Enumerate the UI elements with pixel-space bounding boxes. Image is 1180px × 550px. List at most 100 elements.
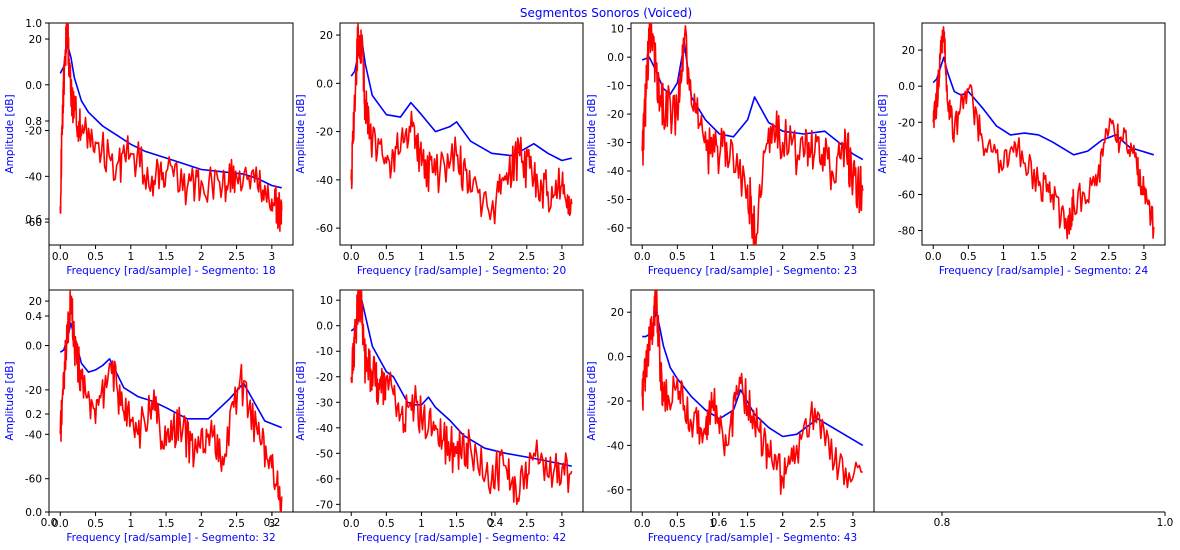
x-tick-label: 2 [198,251,205,263]
x-tick-label: 2.5 [518,251,535,263]
x-tick-label: 1.5 [448,251,465,263]
x-axis-label: Frequency [rad/sample] - Segmento: 32 [66,532,275,544]
spectrum-line [641,23,864,245]
y-tick-label: -20 [316,127,333,139]
x-tick-label: 0.5 [960,251,977,263]
y-tick-label: -20 [25,126,42,138]
background-x-tick-label: 1.0 [1157,517,1174,529]
subplot-segment-20: 0.0 0.5 1 1.5 2 2.5 3 -60 -40 -20 0.0 20 Frequency [… [295,22,584,277]
y-axis-label: Amplitude [dB] [4,94,16,173]
x-tick-label: 0.0 [52,251,69,263]
y-tick-label: -20 [316,372,333,384]
background-y-tick-label: 0.8 [25,116,42,128]
plot-area [48,22,294,246]
spectrum-line [350,23,573,225]
subplot-segment-23: 0.0 0.5 1 1.5 2 2.5 3 -60 -50 -40 -30 -20 -10 0.0 10 Fr… [586,22,875,277]
x-tick-label: 3 [269,251,276,263]
y-tick-label: -60 [316,474,333,486]
y-tick-label: -30 [607,138,624,150]
x-tick-label: 2.5 [228,518,245,530]
subplot-segment-32: 0.0 0.5 1 1.5 2 2.5 3 -60 -40 -20 0.0 20 Frequency [… [4,289,294,544]
x-tick-label: 0.5 [87,518,104,530]
y-tick-label: 20 [29,34,42,46]
y-tick-label: -20 [607,396,624,408]
x-tick-label: 1 [709,251,716,263]
y-axis-label: Amplitude [dB] [295,361,307,440]
x-tick-label: 3 [559,251,566,263]
x-tick-label: 0.5 [87,251,104,263]
subplot-grid: 0.0 0.5 1 1.5 2 2.5 3 -60 -40 -20 0.0 20 Frequency [… [4,22,1166,544]
x-tick-label: 2 [779,518,786,530]
y-tick-label: -20 [607,109,624,121]
x-tick-label: 0.0 [925,251,942,263]
x-tick-label: 0.0 [52,518,69,530]
x-tick-label: 0.0 [343,251,360,263]
x-tick-label: 3 [850,518,857,530]
y-tick-label: -60 [607,485,624,497]
background-y-tick-label: 0.6 [25,214,42,226]
x-tick-label: 3 [559,518,566,530]
y-tick-label: 20 [611,307,624,319]
x-tick-label: 3 [1141,251,1148,263]
x-tick-label: 1.5 [739,518,756,530]
background-x-tick-label: 0.2 [264,517,281,529]
y-tick-label: -60 [25,217,42,229]
subplot-segment-24: 0.0 0.5 1 1.5 2 2.5 3 -80 -60 -40 -20 0.0 20 Frequenc… [877,22,1166,277]
y-axis-label: Amplitude [dB] [586,361,598,440]
envelope-line [641,42,864,161]
x-tick-label: 0.0 [634,251,651,263]
y-axis-label: Amplitude [dB] [586,94,598,173]
y-tick-label: 0.0 [316,321,333,333]
y-tick-label: -10 [316,346,333,358]
y-tick-label: -60 [25,474,42,486]
x-tick-label: 2 [488,251,495,263]
background-y-tick-label: 0.0 [25,507,42,519]
x-tick-label: 0.5 [378,518,395,530]
y-tick-label: -30 [316,397,333,409]
background-x-ticks: 0.0 0.2 0.4 0.6 0.8 1.0 [41,512,1174,529]
background-x-tick-label: 0.0 [41,517,58,529]
subplot-segment-18: 0.0 0.5 1 1.5 2 2.5 3 -60 -40 -20 0.0 20 Frequency [… [4,22,294,277]
background-y-tick-label: 1.0 [25,18,42,30]
y-tick-label: -40 [898,153,915,165]
plot-area [630,289,875,513]
y-tick-label: 0.0 [607,352,624,364]
x-tick-label: 1.5 [448,518,465,530]
plot-area [48,289,294,513]
x-tick-label: 1.5 [1030,251,1047,263]
y-tick-label: -40 [25,171,42,183]
y-tick-label: -40 [25,429,42,441]
background-x-tick-label: 0.4 [487,517,504,529]
y-tick-label: -60 [607,223,624,235]
x-tick-label: 1.5 [158,518,175,530]
x-tick-label: 2.5 [518,518,535,530]
x-tick-label: 1.5 [739,251,756,263]
y-tick-label: -50 [316,448,333,460]
y-tick-label: -50 [607,194,624,206]
plot-area [921,22,1166,246]
x-tick-label: 2 [1070,251,1077,263]
plot-area [630,22,875,246]
x-tick-label: 0.0 [634,518,651,530]
x-tick-label: 2 [488,518,495,530]
x-tick-label: 3 [850,251,857,263]
background-y-tick-label: 0.2 [25,409,42,421]
y-tick-label: -40 [316,175,333,187]
x-tick-label: 1 [418,251,425,263]
x-axis-label: Frequency [rad/sample] - Segmento: 43 [648,532,857,544]
x-tick-label: 2.5 [809,518,826,530]
x-tick-label: 2.5 [1100,251,1117,263]
spectrum-line [59,290,283,512]
y-tick-label: -70 [316,499,333,511]
x-tick-label: 1 [127,251,134,263]
envelope-line [932,56,1155,156]
y-tick-label: -40 [607,166,624,178]
background-y-ticks: 0.0 0.2 0.4 0.6 0.8 1.0 [25,18,49,519]
background-y-tick-label: 0.4 [25,311,42,323]
background-x-tick-label: 0.8 [934,517,951,529]
y-tick-label: -20 [25,385,42,397]
x-axis-label: Frequency [rad/sample] - Segmento: 20 [357,265,566,277]
x-tick-label: 0.5 [378,251,395,263]
x-tick-label: 0.5 [669,251,686,263]
